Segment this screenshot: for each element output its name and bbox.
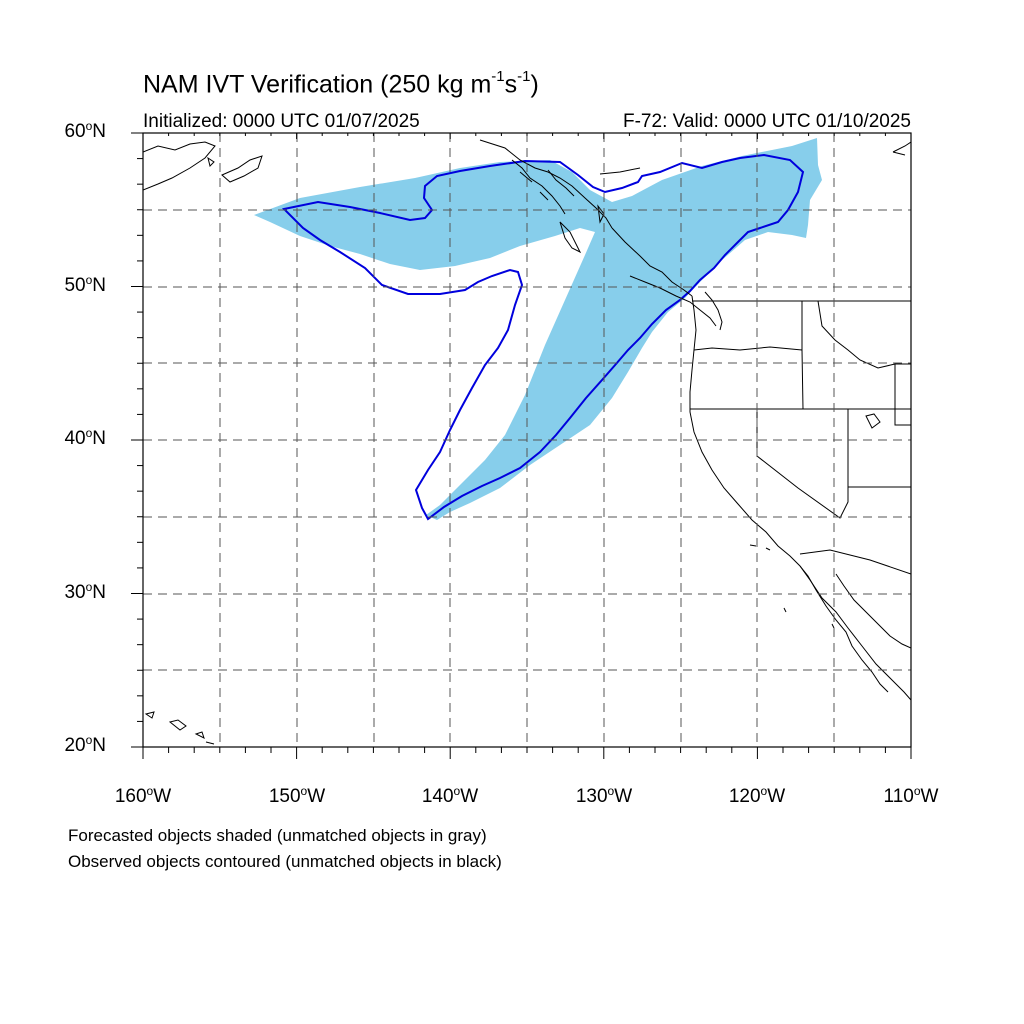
observed-object-contour (281, 153, 805, 521)
axis-ticks (131, 132, 912, 759)
title-exponent-1: -1 (491, 68, 505, 85)
lon-label-110w: 110oW (883, 784, 939, 807)
lat-label-50: 50oN (64, 273, 106, 296)
lat-lon-grid (143, 133, 911, 747)
lon-label-150w: 150oW (268, 784, 326, 807)
initialized-label: Initialized: 0000 UTC 01/07/2025 (143, 111, 420, 132)
lat-label-60: 60oN (64, 119, 106, 142)
title-exponent-2: -1 (517, 68, 531, 85)
forecast-legend-note: Forecasted objects shaded (unmatched obj… (68, 826, 487, 845)
lon-label-130w: 130oW (575, 784, 633, 807)
forecast-object (254, 138, 822, 520)
title-main: NAM IVT Verification (250 kg m (143, 70, 492, 99)
lon-label-160w: 160oW (114, 784, 172, 807)
lat-label-20: 20oN (64, 733, 106, 756)
map-title: NAM IVT Verification (250 kg m-1s-1) (143, 68, 539, 99)
valid-label: F-72: Valid: 0000 UTC 01/10/2025 (623, 111, 911, 132)
observed-legend-note: Observed objects contoured (unmatched ob… (68, 852, 502, 871)
lon-label-120w: 120oW (728, 784, 786, 807)
title-close: ) (530, 70, 539, 99)
lat-label-30: 30oN (64, 580, 106, 603)
title-mid: s (504, 70, 518, 99)
lon-label-140w: 140oW (421, 784, 479, 807)
lat-label-40: 40oN (64, 426, 106, 449)
coastlines (143, 139, 911, 745)
